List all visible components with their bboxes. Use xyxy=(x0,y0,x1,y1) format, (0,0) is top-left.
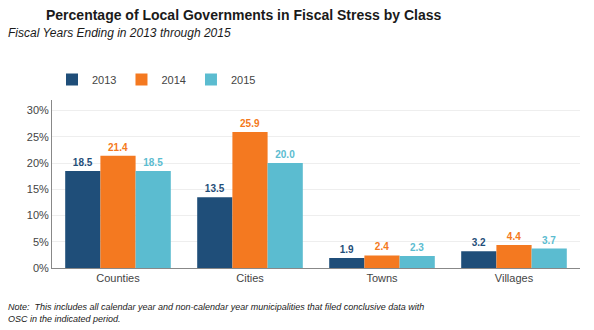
svg-text:Counties: Counties xyxy=(96,272,140,284)
svg-text:2.4: 2.4 xyxy=(375,241,389,252)
svg-text:2013: 2013 xyxy=(92,74,116,86)
svg-text:0%: 0% xyxy=(33,262,49,274)
svg-text:5%: 5% xyxy=(33,236,49,248)
svg-text:21.4: 21.4 xyxy=(108,142,128,153)
svg-text:Cities: Cities xyxy=(236,272,264,284)
svg-text:Note: This includes all calen: Note: This includes all calendar year an… xyxy=(8,302,424,324)
svg-text:Towns: Towns xyxy=(366,272,398,284)
svg-text:2014: 2014 xyxy=(161,74,185,86)
svg-text:Percentage of Local Government: Percentage of Local Governments in Fisca… xyxy=(46,7,441,23)
svg-text:1.9: 1.9 xyxy=(340,244,354,255)
svg-text:3.2: 3.2 xyxy=(472,237,486,248)
svg-text:20%: 20% xyxy=(27,157,49,169)
svg-text:25%: 25% xyxy=(27,131,49,143)
svg-text:2.3: 2.3 xyxy=(410,242,424,253)
svg-text:3.7: 3.7 xyxy=(542,235,556,246)
svg-text:Villages: Villages xyxy=(495,272,534,284)
svg-text:10%: 10% xyxy=(27,209,49,221)
svg-text:13.5: 13.5 xyxy=(205,183,225,194)
svg-text:4.4: 4.4 xyxy=(507,231,521,242)
svg-text:20.0: 20.0 xyxy=(275,149,295,160)
svg-text:25.9: 25.9 xyxy=(240,118,260,129)
svg-text:15%: 15% xyxy=(27,183,49,195)
svg-text:18.5: 18.5 xyxy=(143,157,163,168)
svg-text:30%: 30% xyxy=(27,104,49,116)
svg-text:18.5: 18.5 xyxy=(73,157,93,168)
svg-text:2015: 2015 xyxy=(231,74,255,86)
svg-text:Fiscal Years Ending in 2013 th: Fiscal Years Ending in 2013 through 2015 xyxy=(8,26,231,40)
